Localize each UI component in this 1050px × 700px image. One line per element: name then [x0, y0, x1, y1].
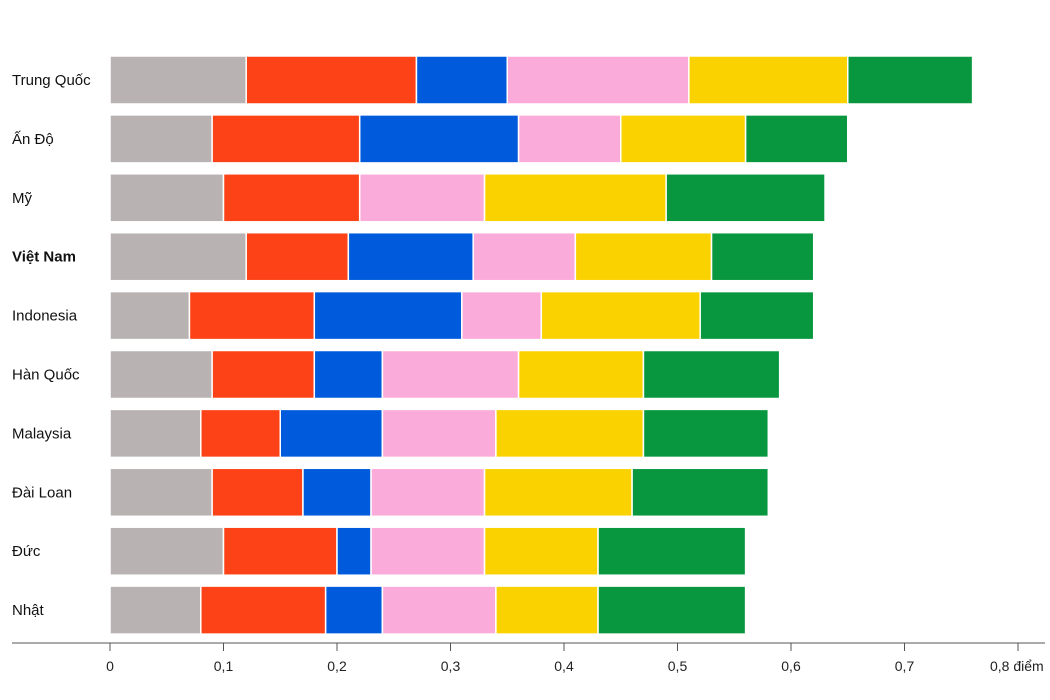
- x-axis-ticks: 0 0,1 0,2 0,3 0,4 0,5 0,6 0,7 0,8 điểm: [106, 643, 1044, 674]
- x-tick-label: 0,3: [441, 658, 461, 674]
- bar-segment-gray: [109, 408, 202, 459]
- bar-segment-green: [847, 55, 974, 105]
- bar-segment-yellow: [495, 585, 599, 635]
- bar-segment-blue: [347, 231, 474, 282]
- bar-segment-pink: [381, 585, 497, 635]
- bar-segment-blue: [358, 114, 520, 164]
- bars: [109, 55, 974, 635]
- bar-segment-gray: [109, 173, 225, 223]
- bar-segment-yellow: [517, 349, 645, 400]
- category-label: Đài Loan: [12, 484, 72, 501]
- bar-segment-yellow: [688, 55, 849, 105]
- bar-segment-green: [744, 114, 849, 164]
- bar-segment-yellow: [483, 173, 667, 223]
- x-tick-label: 0,4: [554, 658, 574, 674]
- bar-segment-yellow: [483, 526, 599, 576]
- bar-segment-gray: [109, 114, 213, 164]
- bar-segment-pink: [517, 114, 622, 164]
- bar-segment-blue: [279, 408, 384, 459]
- bar-segment-red: [200, 585, 327, 635]
- x-tick-label: 0: [106, 658, 114, 674]
- bar-segment-red: [211, 349, 316, 400]
- bar-segment-red: [211, 467, 304, 518]
- bar-segment-gray: [109, 526, 225, 576]
- bar-segment-yellow: [620, 114, 747, 164]
- bar-segment-green: [665, 173, 826, 223]
- category-label: Indonesia: [12, 308, 78, 325]
- bar-segment-green: [699, 290, 815, 341]
- category-label: Trung Quốc: [12, 72, 91, 89]
- x-tick-label: 0,1: [214, 658, 234, 674]
- bar-segment-yellow: [495, 408, 645, 459]
- category-label: Mỹ: [12, 190, 32, 207]
- bar-segment-green: [631, 467, 770, 518]
- bar-segment-pink: [506, 55, 690, 105]
- bar-segment-red: [200, 408, 281, 459]
- category-labels: Trung Quốc Ấn Độ Mỹ Việt Nam Indonesia Hàn Qu…: [12, 72, 91, 619]
- bar-segment-yellow: [483, 467, 633, 518]
- category-label: Hàn Quốc: [12, 367, 80, 384]
- bar-segment-pink: [381, 349, 520, 400]
- x-tick-label: 0,6: [781, 658, 801, 674]
- bar-segment-gray: [109, 231, 247, 282]
- bar-segment-red: [245, 231, 350, 282]
- category-label: Việt Nam: [12, 249, 76, 266]
- category-label: Ấn Độ: [12, 131, 54, 148]
- bar-segment-pink: [461, 290, 543, 341]
- bar-segment-red: [245, 55, 418, 105]
- bar-segment-pink: [370, 467, 486, 518]
- x-tick-label: 0,7: [895, 658, 915, 674]
- bar-segment-red: [188, 290, 316, 341]
- bar-segment-red: [211, 114, 361, 164]
- bar-segment-blue: [415, 55, 509, 105]
- bar-segment-blue: [302, 467, 372, 518]
- category-label: Đức: [12, 543, 41, 560]
- bar-segment-yellow: [574, 231, 713, 282]
- category-label: Malaysia: [12, 425, 72, 442]
- bar-segment-yellow: [540, 290, 701, 341]
- bar-segment-green: [710, 231, 815, 282]
- x-tick-label: 0,2: [327, 658, 347, 674]
- bar-segment-blue: [336, 526, 372, 576]
- bar-segment-red: [222, 526, 338, 576]
- bar-segment-green: [642, 408, 770, 459]
- bar-segment-blue: [324, 585, 384, 635]
- bar-segment-pink: [358, 173, 486, 223]
- bar-segment-gray: [109, 585, 202, 635]
- x-tick-label: 0,5: [668, 658, 688, 674]
- bar-segment-green: [642, 349, 781, 400]
- bar-segment-gray: [109, 55, 247, 105]
- bar-segment-gray: [109, 467, 213, 518]
- bar-segment-blue: [313, 290, 463, 341]
- bar-segment-green: [597, 526, 747, 576]
- bar-segment-blue: [313, 349, 384, 400]
- bar-segment-pink: [381, 408, 497, 459]
- bar-segment-gray: [109, 290, 191, 341]
- bar-segment-green: [597, 585, 747, 635]
- bar-segment-pink: [472, 231, 577, 282]
- bar-segment-gray: [109, 349, 213, 400]
- bar-segment-red: [222, 173, 361, 223]
- bar-segment-pink: [370, 526, 486, 576]
- category-label: Nhật: [12, 602, 45, 619]
- x-tick-label: 0,8 điểm: [990, 658, 1044, 674]
